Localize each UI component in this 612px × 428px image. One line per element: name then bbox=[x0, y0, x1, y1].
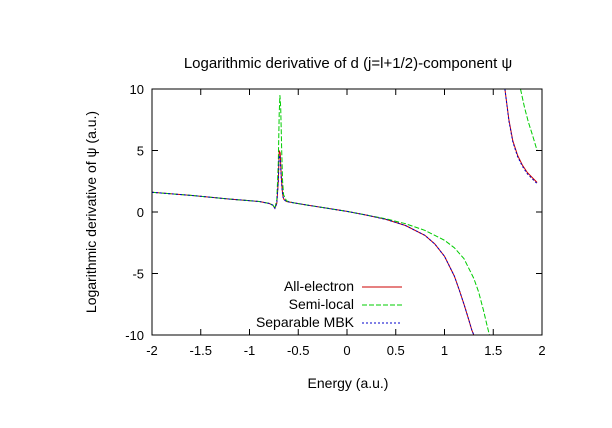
series-line-0-branch-1 bbox=[504, 89, 538, 183]
x-tick-label: 1 bbox=[441, 343, 448, 358]
series-line-2-branch-0 bbox=[152, 155, 475, 335]
x-tick-label: -1 bbox=[244, 343, 256, 358]
x-tick-label: 0 bbox=[343, 343, 350, 358]
y-tick-label: -10 bbox=[125, 328, 144, 343]
y-tick-label: 0 bbox=[137, 205, 144, 220]
chart-title: Logarithmic derivative of d (j=l+1/2)-co… bbox=[184, 55, 512, 72]
x-tick-label: 2 bbox=[538, 343, 545, 358]
legend-label: Separable MBK bbox=[256, 314, 355, 330]
x-tick-label: 1.5 bbox=[484, 343, 502, 358]
x-tick-label: -2 bbox=[146, 343, 158, 358]
legend-label: All-electron bbox=[284, 278, 354, 294]
legend: All-electron Semi-local Separable MBK bbox=[256, 278, 402, 330]
y-tick-label: -5 bbox=[132, 267, 144, 282]
x-axis-label: Energy (a.u.) bbox=[308, 375, 389, 391]
legend-label: Semi-local bbox=[289, 296, 354, 312]
y-tick-label: 10 bbox=[130, 82, 144, 97]
series-line-1-branch-1 bbox=[520, 89, 538, 151]
y-tick-label: 5 bbox=[137, 144, 144, 159]
x-tick-label: -0.5 bbox=[287, 343, 309, 358]
series-line-1-branch-0 bbox=[152, 95, 490, 335]
series-line-2-branch-1 bbox=[504, 89, 538, 185]
x-tick-label: -1.5 bbox=[190, 343, 212, 358]
y-axis-label: Logarithmic derivative of ψ (a.u.) bbox=[83, 111, 99, 313]
x-tick-label: 0.5 bbox=[387, 343, 405, 358]
